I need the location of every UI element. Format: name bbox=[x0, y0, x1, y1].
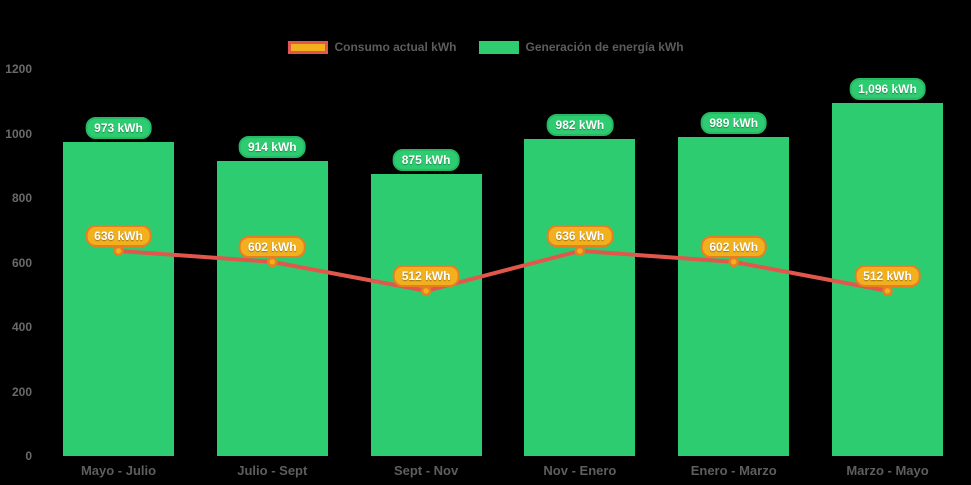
consumption-value-label: 602 kWh bbox=[238, 235, 306, 258]
consumption-point[interactable] bbox=[728, 256, 739, 268]
consumption-value-label: 512 kWh bbox=[854, 264, 921, 287]
bar-value-label: 982 kWh bbox=[546, 114, 614, 137]
x-axis-label: Mayo - Julio bbox=[80, 463, 157, 478]
bar-value-label: 973 kWh bbox=[85, 117, 152, 140]
legend-label-consumption: Consumo actual kWh bbox=[334, 40, 457, 54]
consumption-point[interactable] bbox=[267, 256, 278, 268]
x-axis-label: Sept - Nov bbox=[393, 463, 459, 478]
generation-swatch-icon bbox=[478, 40, 519, 54]
y-axis-tick-label: 200 bbox=[11, 384, 32, 399]
consumption-point[interactable] bbox=[113, 245, 124, 257]
legend-item-consumption[interactable]: Consumo actual kWh bbox=[287, 40, 456, 54]
consumption-swatch-icon bbox=[287, 40, 328, 54]
y-axis-tick-label: 0 bbox=[25, 449, 32, 463]
bar-value-label: 989 kWh bbox=[700, 112, 768, 135]
y-axis-tick-label: 1000 bbox=[5, 126, 32, 141]
consumption-value-label: 636 kWh bbox=[546, 224, 614, 247]
bar-value-label: 875 kWh bbox=[392, 148, 460, 171]
bar-generation[interactable] bbox=[370, 173, 482, 456]
bar-generation[interactable] bbox=[678, 137, 790, 456]
consumption-value-label: 636 kWh bbox=[85, 224, 152, 247]
y-axis-tick-label: 800 bbox=[11, 191, 32, 205]
x-axis-label: Enero - Marzo bbox=[690, 463, 777, 478]
legend-item-generation[interactable]: Generación de energía kWh bbox=[478, 40, 684, 54]
x-axis-label: Marzo - Mayo bbox=[846, 463, 929, 478]
bar-value-label: 1,096 kWh bbox=[849, 77, 926, 100]
y-axis-tick-label: 600 bbox=[11, 255, 32, 270]
y-axis-tick-label: 1200 bbox=[5, 62, 32, 76]
consumption-point[interactable] bbox=[882, 285, 893, 297]
bar-generation[interactable] bbox=[216, 161, 328, 456]
consumption-point[interactable] bbox=[420, 285, 432, 297]
consumption-value-label: 512 kWh bbox=[392, 264, 460, 287]
x-axis-label: Julio - Sept bbox=[237, 463, 308, 478]
consumption-value-label: 602 kWh bbox=[700, 235, 768, 258]
chart-legend: Consumo actual kWh Generación de energía… bbox=[287, 40, 684, 54]
bar-value-label: 914 kWh bbox=[238, 136, 306, 159]
legend-label-generation: Generación de energía kWh bbox=[525, 40, 684, 54]
x-axis-label: Nov - Enero bbox=[543, 463, 617, 478]
bar-generation[interactable] bbox=[63, 142, 174, 456]
consumption-point[interactable] bbox=[574, 245, 586, 257]
y-axis-tick-label: 400 bbox=[11, 320, 32, 334]
bar-generation[interactable] bbox=[524, 139, 636, 456]
